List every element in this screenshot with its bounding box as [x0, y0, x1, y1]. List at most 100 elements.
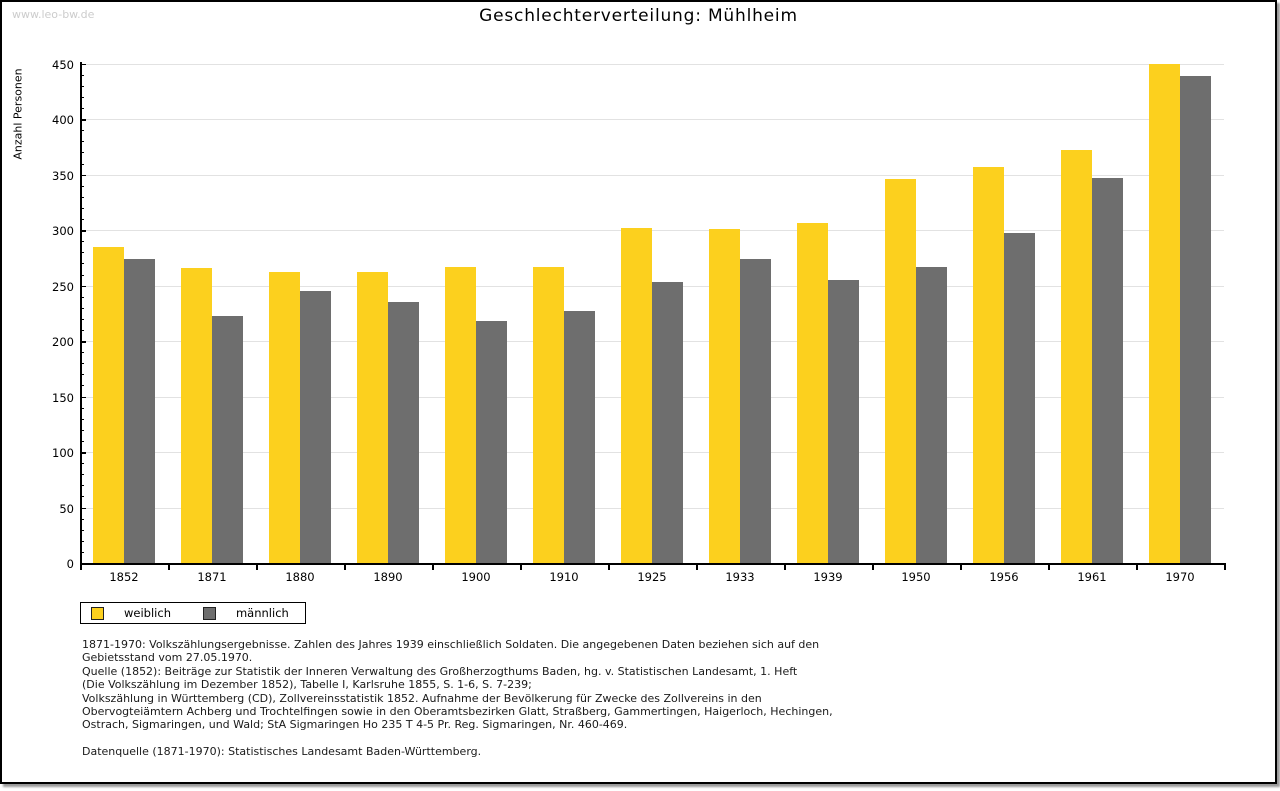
bar-weiblich-1871	[181, 267, 212, 563]
x-tick-label-1939: 1939	[813, 570, 843, 584]
bar-männlich-1880	[300, 291, 331, 563]
bar-männlich-1970	[1180, 75, 1211, 563]
y-minor-tick-410	[80, 108, 84, 110]
x-tick-label-1852: 1852	[109, 570, 139, 584]
y-minor-tick-160	[80, 385, 84, 387]
x-tick-label-1871: 1871	[197, 570, 227, 584]
y-tick-label-150: 150	[52, 390, 74, 405]
gridline-300	[80, 230, 1224, 232]
y-minor-tick-330	[80, 196, 84, 198]
bar-weiblich-1956	[973, 166, 1004, 563]
x-tick-label-1956: 1956	[989, 570, 1019, 584]
footer-notes: 1871-1970: Volkszählungsergebnisse. Zahl…	[82, 638, 1255, 758]
bar-weiblich-1950	[885, 179, 916, 563]
x-tick-3	[344, 563, 346, 570]
y-tick-label-300: 300	[52, 224, 74, 239]
bar-männlich-1910	[564, 311, 595, 563]
footer-line-3: Quelle (1852): Beiträge zur Statistik de…	[82, 664, 798, 678]
bar-weiblich-1910	[533, 266, 564, 563]
y-tick-450	[80, 63, 86, 66]
y-tick-label-250: 250	[52, 279, 74, 294]
x-tick-0	[80, 563, 82, 570]
y-tick-100	[80, 452, 86, 454]
x-tick-5	[520, 563, 522, 570]
x-tick-label-1925: 1925	[637, 570, 667, 584]
y-minor-tick-220	[80, 318, 84, 320]
legend-swatch-männlich	[202, 606, 216, 620]
y-minor-tick-210	[80, 329, 84, 331]
y-minor-tick-320	[80, 207, 84, 209]
y-tick-label-0: 0	[66, 557, 74, 571]
y-minor-tick-120	[80, 429, 84, 431]
y-minor-tick-370	[80, 152, 84, 154]
x-tick-2	[256, 563, 258, 570]
bar-männlich-1961	[1092, 177, 1123, 563]
bar-weiblich-1900	[445, 266, 476, 563]
legend-swatch-weiblich	[91, 606, 104, 620]
bar-weiblich-1852	[93, 246, 124, 563]
y-minor-tick-170	[80, 374, 84, 376]
x-tick-8	[784, 563, 786, 570]
footer-line-5: Volkszählung in Württemberg (CD), Zollve…	[82, 691, 762, 705]
y-minor-tick-70	[80, 485, 84, 487]
bar-männlich-1933	[740, 258, 771, 563]
y-minor-tick-280	[80, 252, 84, 254]
y-minor-tick-420	[80, 96, 84, 98]
y-tick-label-400: 400	[52, 113, 74, 128]
y-minor-tick-140	[80, 407, 84, 409]
y-tick-250	[80, 285, 86, 288]
y-tick-label-50: 50	[59, 501, 74, 516]
x-tick-label-1950: 1950	[901, 570, 931, 584]
y-minor-tick-270	[80, 263, 84, 265]
gridline-400	[80, 119, 1224, 121]
y-minor-tick-390	[80, 130, 84, 132]
x-axis-line	[80, 563, 1226, 565]
bar-männlich-1950	[916, 266, 947, 563]
legend-label-weiblich: weiblich	[124, 606, 171, 620]
y-minor-tick-430	[80, 85, 84, 87]
bar-weiblich-1939	[797, 223, 828, 563]
x-tick-10	[960, 563, 962, 570]
y-minor-tick-110	[80, 440, 84, 442]
bar-weiblich-1933	[709, 229, 740, 563]
bar-männlich-1956	[1004, 233, 1035, 563]
y-tick-50	[80, 507, 86, 510]
legend-item-weiblich: weiblich	[91, 606, 171, 620]
y-minor-tick-10	[80, 551, 84, 553]
x-tick-label-1933: 1933	[725, 570, 755, 584]
y-minor-tick-80	[80, 474, 84, 476]
y-minor-tick-130	[80, 418, 84, 420]
x-tick-label-1900: 1900	[461, 570, 491, 584]
bar-weiblich-1961	[1061, 150, 1092, 563]
chart-title: Geschlechterverteilung: Mühlheim	[479, 6, 798, 26]
y-tick-label-450: 450	[52, 57, 74, 72]
bar-männlich-1939	[828, 280, 859, 563]
bar-weiblich-1880	[269, 272, 300, 563]
bar-männlich-1900	[476, 321, 507, 563]
x-tick-label-1910: 1910	[549, 570, 579, 584]
y-minor-tick-340	[80, 185, 84, 187]
y-tick-150	[80, 396, 86, 399]
y-minor-tick-260	[80, 274, 84, 276]
y-tick-label-100: 100	[52, 446, 74, 461]
y-minor-tick-380	[80, 141, 84, 143]
bar-weiblich-1970	[1149, 63, 1180, 563]
footer-line-6: Obervogteiämtern Achberg und Trochtelfin…	[82, 705, 833, 719]
x-tick-12	[1136, 563, 1138, 570]
watermark: www.leo-bw.de	[12, 8, 95, 21]
x-tick-4	[432, 563, 434, 570]
y-tick-0	[80, 563, 86, 565]
bar-weiblich-1925	[621, 227, 652, 563]
x-tick-6	[608, 563, 610, 570]
y-tick-400	[80, 119, 86, 121]
x-tick-label-1961: 1961	[1077, 570, 1107, 584]
gridline-350	[80, 174, 1224, 176]
footer-line-4: (Die Volkszählung im Dezember 1852), Tab…	[82, 678, 532, 692]
x-tick-11	[1048, 563, 1050, 570]
y-minor-tick-60	[80, 496, 84, 498]
y-minor-tick-40	[80, 518, 84, 520]
y-minor-tick-230	[80, 307, 84, 309]
bar-männlich-1871	[212, 315, 243, 563]
legend-label-männlich: männlich	[235, 606, 289, 620]
